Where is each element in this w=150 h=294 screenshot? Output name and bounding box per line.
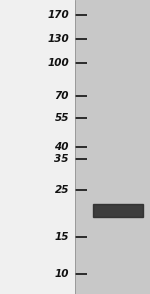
Text: 35: 35 [54, 154, 69, 164]
Bar [93, 204, 142, 217]
Text: 170: 170 [47, 10, 69, 20]
FancyBboxPatch shape [0, 0, 75, 294]
Text: 55: 55 [54, 113, 69, 123]
Text: 15: 15 [54, 232, 69, 242]
Text: 130: 130 [47, 34, 69, 44]
Text: 70: 70 [54, 91, 69, 101]
Text: 100: 100 [47, 58, 69, 68]
Text: 40: 40 [54, 142, 69, 152]
Text: 10: 10 [54, 269, 69, 279]
Text: 25: 25 [54, 185, 69, 195]
